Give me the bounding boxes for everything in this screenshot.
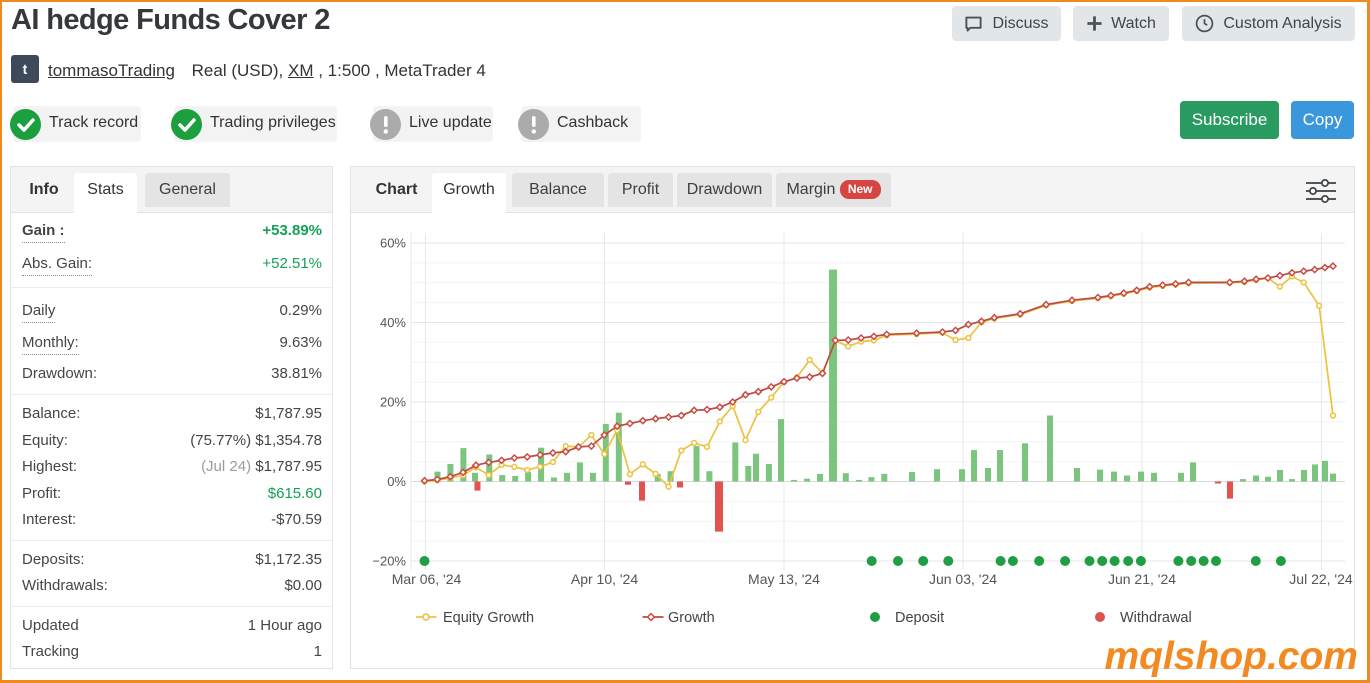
- svg-text:Mar 06, '24: Mar 06, '24: [392, 571, 462, 587]
- svg-text:20%: 20%: [380, 395, 406, 410]
- svg-text:0%: 0%: [387, 474, 406, 489]
- svg-text:Jul 22, '24: Jul 22, '24: [1289, 571, 1353, 587]
- svg-text:Growth: Growth: [668, 610, 715, 626]
- svg-text:60%: 60%: [380, 236, 406, 251]
- svg-text:−20%: −20%: [372, 554, 406, 569]
- svg-text:May 13, '24: May 13, '24: [748, 571, 820, 587]
- svg-text:Equity Growth: Equity Growth: [443, 610, 534, 626]
- svg-text:Apr 10, '24: Apr 10, '24: [571, 571, 638, 587]
- svg-text:Jun 21, '24: Jun 21, '24: [1108, 571, 1176, 587]
- svg-text:Deposit: Deposit: [895, 610, 944, 626]
- svg-text:Withdrawal: Withdrawal: [1120, 610, 1192, 626]
- svg-text:40%: 40%: [380, 315, 406, 330]
- svg-text:Jun 03, '24: Jun 03, '24: [929, 571, 997, 587]
